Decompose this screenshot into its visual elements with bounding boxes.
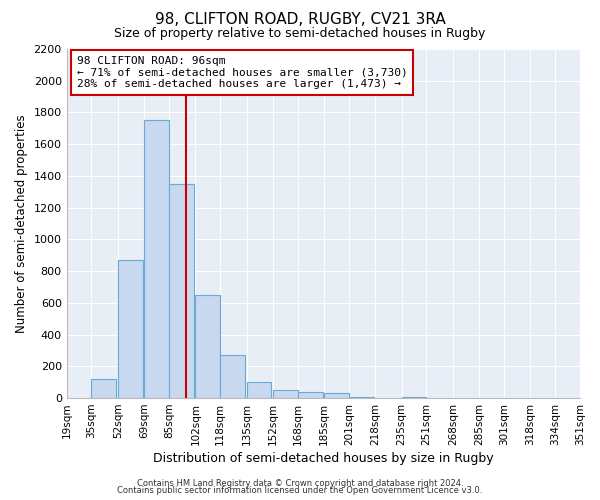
Bar xyxy=(144,120,169,398)
Bar xyxy=(118,260,143,398)
Text: Contains public sector information licensed under the Open Government Licence v3: Contains public sector information licen… xyxy=(118,486,482,495)
Bar xyxy=(220,355,245,398)
Bar xyxy=(273,390,298,398)
X-axis label: Distribution of semi-detached houses by size in Rugby: Distribution of semi-detached houses by … xyxy=(153,452,494,465)
Bar xyxy=(169,184,194,398)
Text: 98 CLIFTON ROAD: 96sqm
← 71% of semi-detached houses are smaller (3,730)
28% of : 98 CLIFTON ROAD: 96sqm ← 71% of semi-det… xyxy=(77,56,407,89)
Bar xyxy=(298,392,323,398)
Text: 98, CLIFTON ROAD, RUGBY, CV21 3RA: 98, CLIFTON ROAD, RUGBY, CV21 3RA xyxy=(155,12,445,28)
Text: Size of property relative to semi-detached houses in Rugby: Size of property relative to semi-detach… xyxy=(115,28,485,40)
Bar xyxy=(91,379,116,398)
Bar xyxy=(196,295,220,398)
Bar xyxy=(324,394,349,398)
Text: Contains HM Land Registry data © Crown copyright and database right 2024.: Contains HM Land Registry data © Crown c… xyxy=(137,478,463,488)
Bar xyxy=(247,382,271,398)
Y-axis label: Number of semi-detached properties: Number of semi-detached properties xyxy=(15,114,28,333)
